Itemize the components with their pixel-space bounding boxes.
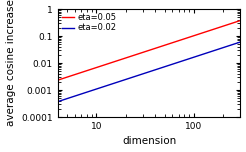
eta=0.05: [116, 60, 119, 62]
eta=0.05: [171, 42, 174, 44]
eta=0.02: [56, 101, 59, 103]
Line: eta=0.02: eta=0.02: [58, 42, 240, 102]
eta=0.05: [189, 36, 192, 38]
Y-axis label: average cosine increase: average cosine increase: [6, 0, 15, 126]
Legend: eta=0.05, eta=0.02: eta=0.05, eta=0.02: [60, 12, 118, 34]
eta=0.02: [116, 81, 119, 83]
eta=0.05: [188, 36, 191, 38]
X-axis label: dimension: dimension: [122, 136, 176, 146]
eta=0.02: [239, 41, 242, 43]
eta=0.02: [189, 57, 192, 59]
eta=0.05: [128, 56, 131, 57]
Line: eta=0.05: eta=0.05: [58, 21, 240, 80]
eta=0.02: [78, 94, 81, 95]
eta=0.02: [171, 63, 174, 65]
eta=0.05: [78, 72, 81, 74]
eta=0.05: [239, 20, 242, 21]
eta=0.02: [188, 58, 191, 59]
eta=0.05: [56, 79, 59, 81]
eta=0.02: [128, 77, 131, 79]
